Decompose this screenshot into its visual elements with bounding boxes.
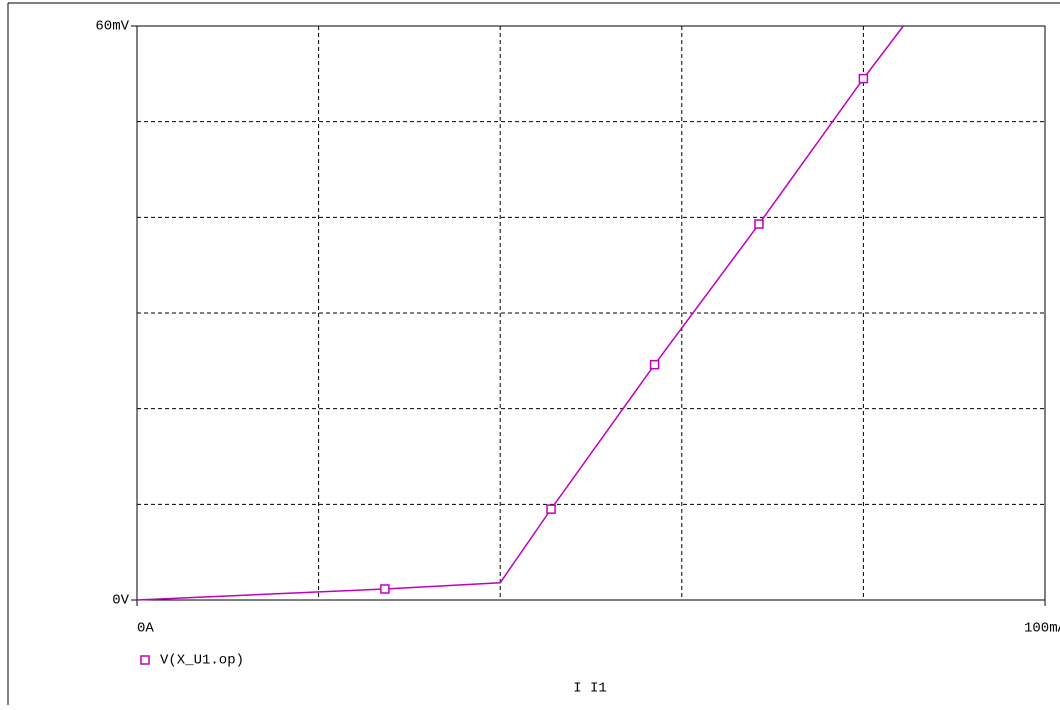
x-tick-label: 0A: [137, 621, 154, 637]
data-marker: [754, 219, 764, 229]
x-tick-label: 100mA: [1024, 621, 1060, 637]
plot-frame: [136, 25, 1046, 601]
y-tick-label: 60mV: [95, 19, 129, 35]
legend-marker: [140, 655, 150, 665]
data-marker: [546, 504, 556, 514]
x-axis-label: I I1: [573, 681, 607, 697]
y-tick-label: 0V: [112, 593, 129, 609]
data-marker: [380, 584, 390, 594]
data-marker: [649, 359, 660, 370]
data-marker: [858, 73, 869, 84]
legend-label: V(X_U1.op): [160, 653, 244, 669]
data-line: [136, 25, 904, 601]
